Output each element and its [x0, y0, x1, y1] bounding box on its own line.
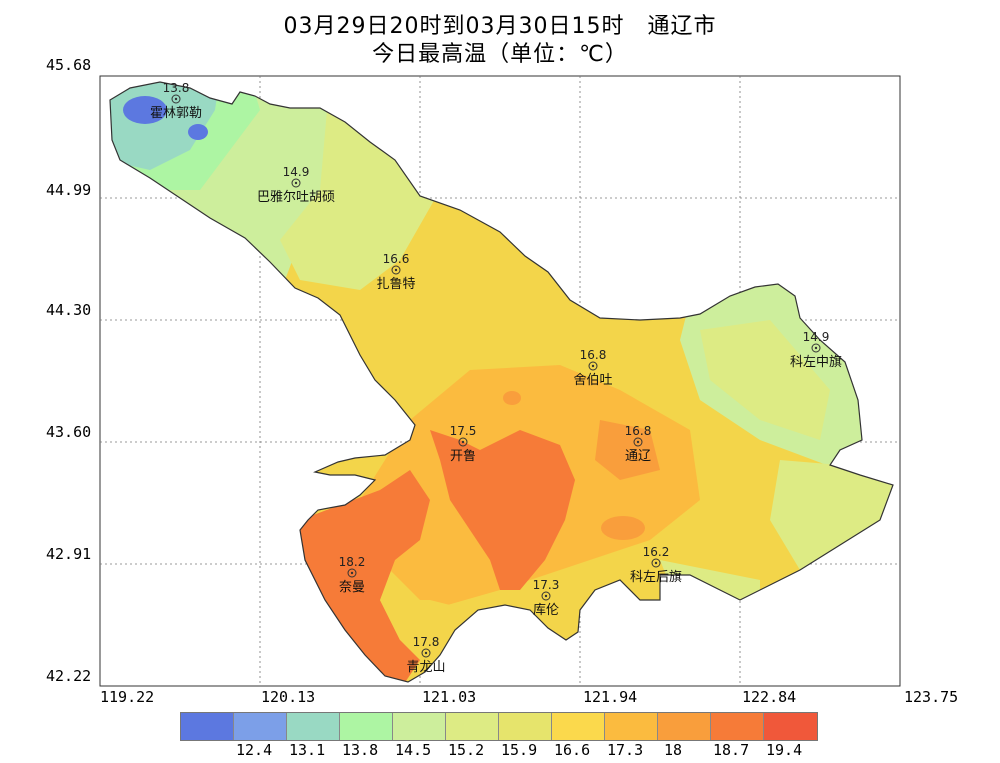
legend-swatch	[340, 713, 393, 740]
map-title: 03月29日20时到03月30日15时 通辽市	[283, 14, 717, 39]
legend-label: 19.4	[766, 741, 803, 759]
map-subtitle: 今日最高温（单位：℃）	[372, 42, 628, 67]
station-marker-dot	[654, 561, 658, 565]
station-marker-dot	[636, 440, 640, 444]
legend-label: 15.9	[501, 741, 538, 759]
lat-tick-label: 42.22	[46, 667, 92, 685]
station-marker-icon	[651, 558, 661, 568]
station: 17.5 开鲁	[450, 424, 477, 464]
station-name: 科左后旗	[630, 569, 682, 585]
station-marker-dot	[350, 571, 354, 575]
station-marker-dot	[394, 268, 398, 272]
station-name: 舍伯吐	[573, 373, 612, 388]
lon-tick-label: 121.03	[422, 688, 477, 706]
legend-swatch	[552, 713, 605, 740]
station: 16.8 通辽	[625, 424, 652, 464]
station-value: 16.6	[383, 252, 410, 266]
legend-label: 14.5	[395, 741, 432, 759]
station-marker-icon	[811, 343, 821, 353]
station-marker-dot	[174, 97, 178, 101]
station-name: 扎鲁特	[376, 277, 415, 292]
station-value: 16.8	[580, 348, 607, 362]
legend-swatch	[446, 713, 499, 740]
station: 16.8 舍伯吐	[573, 348, 612, 388]
legend-label: 16.6	[554, 741, 591, 759]
station-marker-icon	[391, 265, 401, 275]
legend-swatch	[393, 713, 446, 740]
lat-tick-label: 42.91	[46, 545, 92, 563]
station-marker-dot	[544, 594, 548, 598]
station: 18.2 奈曼	[339, 555, 366, 595]
station-marker-icon	[541, 591, 551, 601]
station-marker-dot	[814, 346, 818, 350]
lat-tick-label: 43.60	[46, 423, 92, 441]
legend-swatch	[234, 713, 287, 740]
legend-swatch	[711, 713, 764, 740]
station-marker-icon	[458, 437, 468, 447]
station-value: 17.3	[533, 578, 560, 592]
legend-swatch	[764, 713, 817, 740]
station-marker-dot	[461, 440, 465, 444]
station: 16.6 扎鲁特	[376, 252, 415, 292]
station-marker-icon	[291, 178, 301, 188]
lat-tick-label: 45.68	[46, 56, 92, 74]
lon-tick-label: 120.13	[261, 688, 316, 706]
legend-label: 12.4	[236, 741, 273, 759]
station-name: 奈曼	[339, 580, 365, 595]
station: 14.9 巴雅尔吐胡硕	[257, 165, 335, 205]
station: 17.3 库伦	[533, 578, 560, 618]
station-marker-dot	[591, 364, 595, 368]
station-name: 库伦	[533, 602, 559, 618]
station: 13.8 霍林郭勒	[150, 81, 202, 121]
color-legend	[180, 712, 818, 741]
legend-label: 13.8	[342, 741, 379, 759]
lon-tick-label: 119.22	[100, 688, 155, 706]
station-name: 开鲁	[450, 449, 476, 464]
station-value: 17.5	[450, 424, 477, 438]
lat-tick-label: 44.99	[46, 181, 92, 199]
station-value: 17.8	[413, 635, 440, 649]
station-value: 16.8	[625, 424, 652, 438]
station-value: 14.9	[803, 330, 830, 344]
lon-tick-label: 122.84	[742, 688, 797, 706]
station-marker-dot	[424, 651, 428, 655]
legend-swatch	[499, 713, 552, 740]
station-name: 巴雅尔吐胡硕	[257, 190, 335, 205]
station-marker-icon	[347, 568, 357, 578]
legend-swatch	[605, 713, 658, 740]
legend-label: 17.3	[607, 741, 644, 759]
legend-swatch	[658, 713, 711, 740]
legend-label: 18	[664, 741, 683, 759]
station-value: 16.2	[643, 545, 670, 559]
legend-label: 15.2	[448, 741, 485, 759]
lon-tick-label: 123.75	[904, 688, 959, 706]
legend-label: 18.7	[713, 741, 750, 759]
station-value: 14.9	[283, 165, 310, 179]
lat-tick-label: 44.30	[46, 301, 92, 319]
station-marker-icon	[421, 648, 431, 658]
legend-swatch	[181, 713, 234, 740]
station-marker-icon	[633, 437, 643, 447]
station-name: 霍林郭勒	[150, 105, 202, 121]
station-name: 青龙山	[406, 660, 445, 675]
station-marker-dot	[294, 181, 298, 185]
station: 14.9 科左中旗	[790, 330, 842, 370]
stations-layer: 13.8 霍林郭勒 14.9 巴雅尔吐胡硕 16.6 扎鲁特 14.9 科左中旗 16.8 舍伯吐…	[150, 81, 842, 675]
station-marker-icon	[588, 361, 598, 371]
station-value: 13.8	[163, 81, 190, 95]
station-name: 科左中旗	[790, 354, 842, 370]
legend-swatch	[287, 713, 340, 740]
lon-tick-label: 121.94	[583, 688, 638, 706]
station-value: 18.2	[339, 555, 366, 569]
station: 16.2 科左后旗	[630, 545, 682, 585]
station-name: 通辽	[625, 449, 651, 464]
legend-label: 13.1	[289, 741, 326, 759]
station: 17.8 青龙山	[406, 635, 445, 675]
station-marker-icon	[171, 94, 181, 104]
